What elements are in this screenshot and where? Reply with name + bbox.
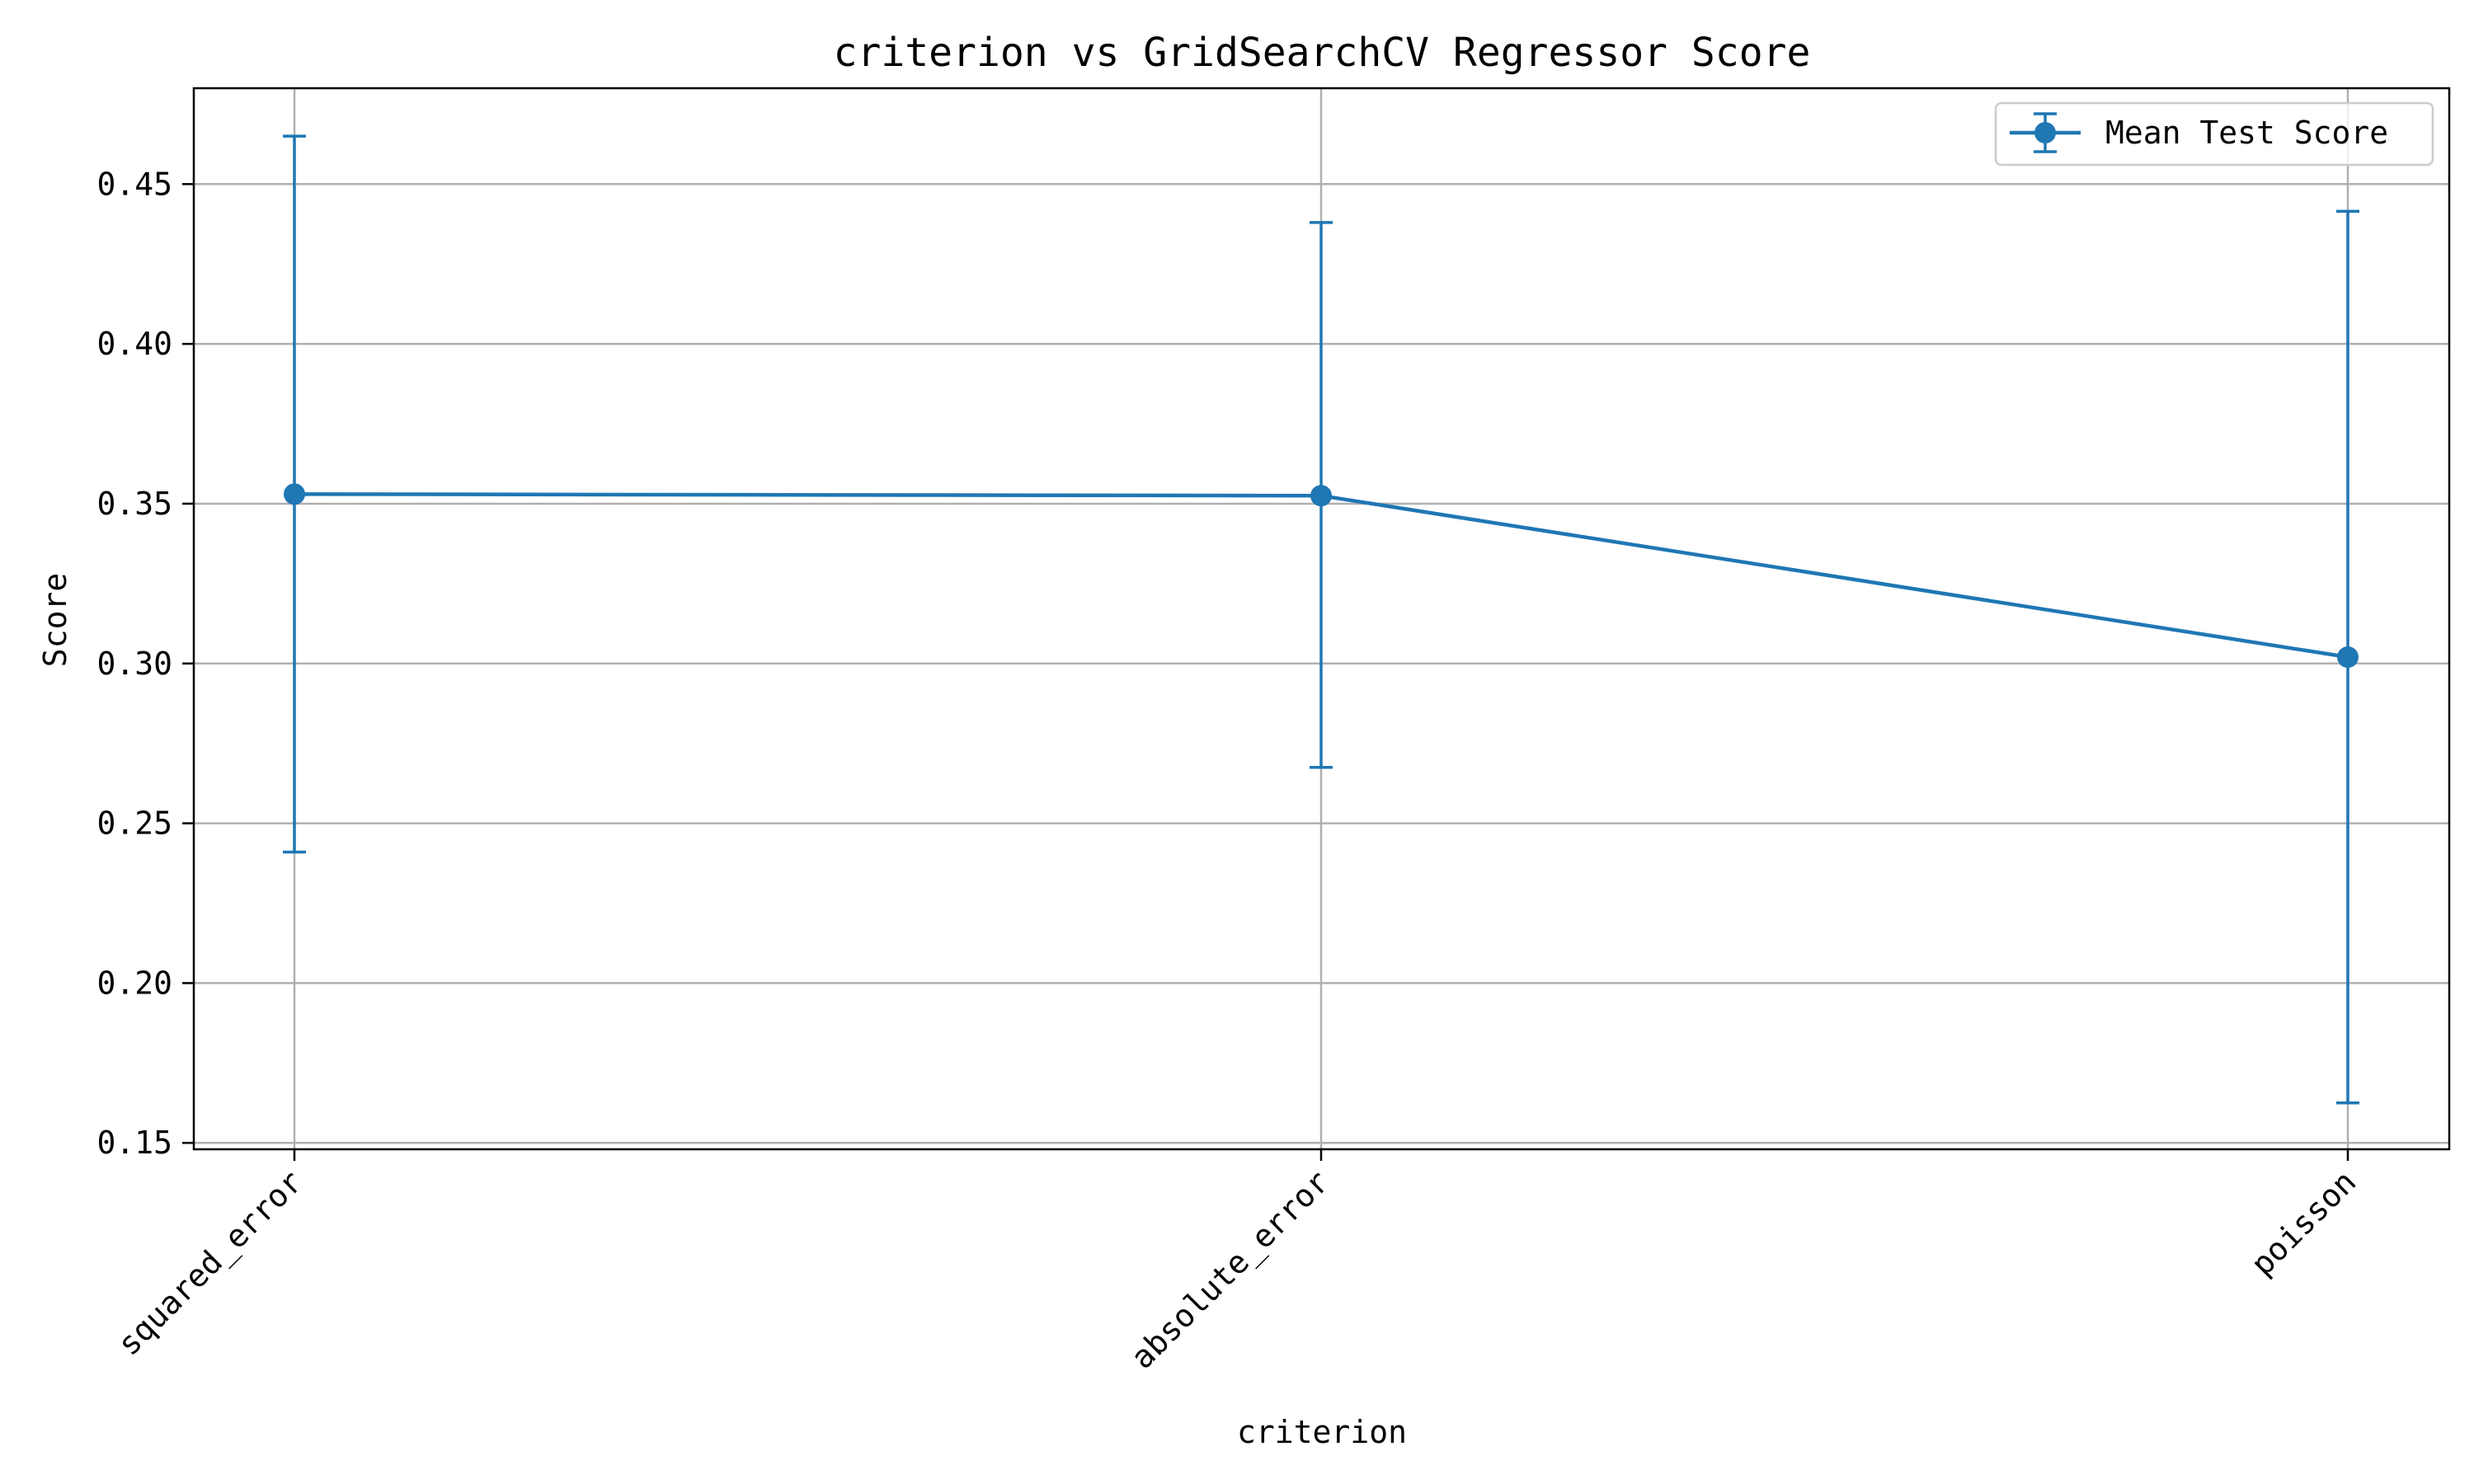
legend-label: Mean Test Score bbox=[2105, 115, 2388, 151]
data-point bbox=[284, 483, 305, 505]
data-point bbox=[2337, 646, 2359, 669]
y-tick-label: 0.35 bbox=[96, 486, 172, 522]
y-tick-label: 0.25 bbox=[96, 805, 172, 842]
data-point bbox=[1310, 485, 1332, 507]
y-tick-label: 0.40 bbox=[96, 326, 172, 362]
y-tick-label: 0.20 bbox=[96, 965, 172, 1001]
data-points bbox=[284, 483, 2359, 669]
x-axis-label: criterion bbox=[1237, 1414, 1407, 1450]
legend: Mean Test Score bbox=[1994, 101, 2434, 167]
legend-marker-swatch bbox=[2034, 122, 2056, 143]
plot-area bbox=[192, 87, 2451, 1151]
chart-title: criterion vs GridSearchCV Regressor Scor… bbox=[834, 30, 1811, 76]
y-axis-label: Score bbox=[37, 573, 73, 667]
legend-box bbox=[1994, 101, 2434, 167]
y-tick-label: 0.30 bbox=[96, 646, 172, 682]
y-tick-label: 0.15 bbox=[96, 1125, 172, 1161]
y-tick-label: 0.45 bbox=[96, 166, 172, 202]
y-axis-ticks: 0.15 0.20 0.25 0.30 0.35 0.40 0.45 bbox=[96, 166, 194, 1161]
